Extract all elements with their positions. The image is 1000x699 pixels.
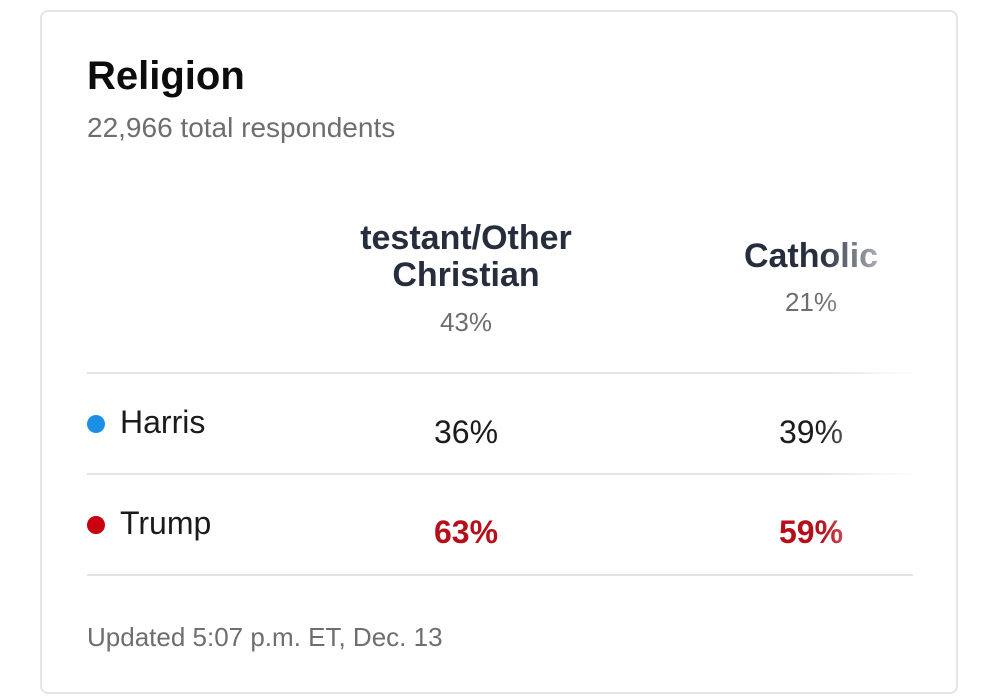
candidate-name: Harris (120, 404, 206, 440)
column-header: testant/Other Christian (360, 219, 572, 294)
card-subtitle: 22,966 total respondents (87, 112, 396, 143)
column-header: Catholic (743, 237, 879, 275)
cell-value: 39% (778, 414, 844, 450)
card-title: Religion (87, 54, 245, 98)
candidate-name: Trump (120, 505, 212, 541)
column-share: 21% (784, 287, 838, 317)
poll-card (40, 10, 958, 694)
legend-dot (87, 516, 105, 534)
update-note: Updated 5:07 p.m. ET, Dec. 13 (87, 622, 443, 652)
legend-dot (87, 415, 105, 433)
cell-value: 36% (433, 414, 499, 450)
divider (87, 574, 913, 576)
divider (87, 473, 913, 475)
divider (87, 372, 913, 374)
column-share: 43% (439, 307, 493, 337)
cell-value: 59% (778, 514, 844, 550)
cell-value: 63% (433, 514, 499, 550)
